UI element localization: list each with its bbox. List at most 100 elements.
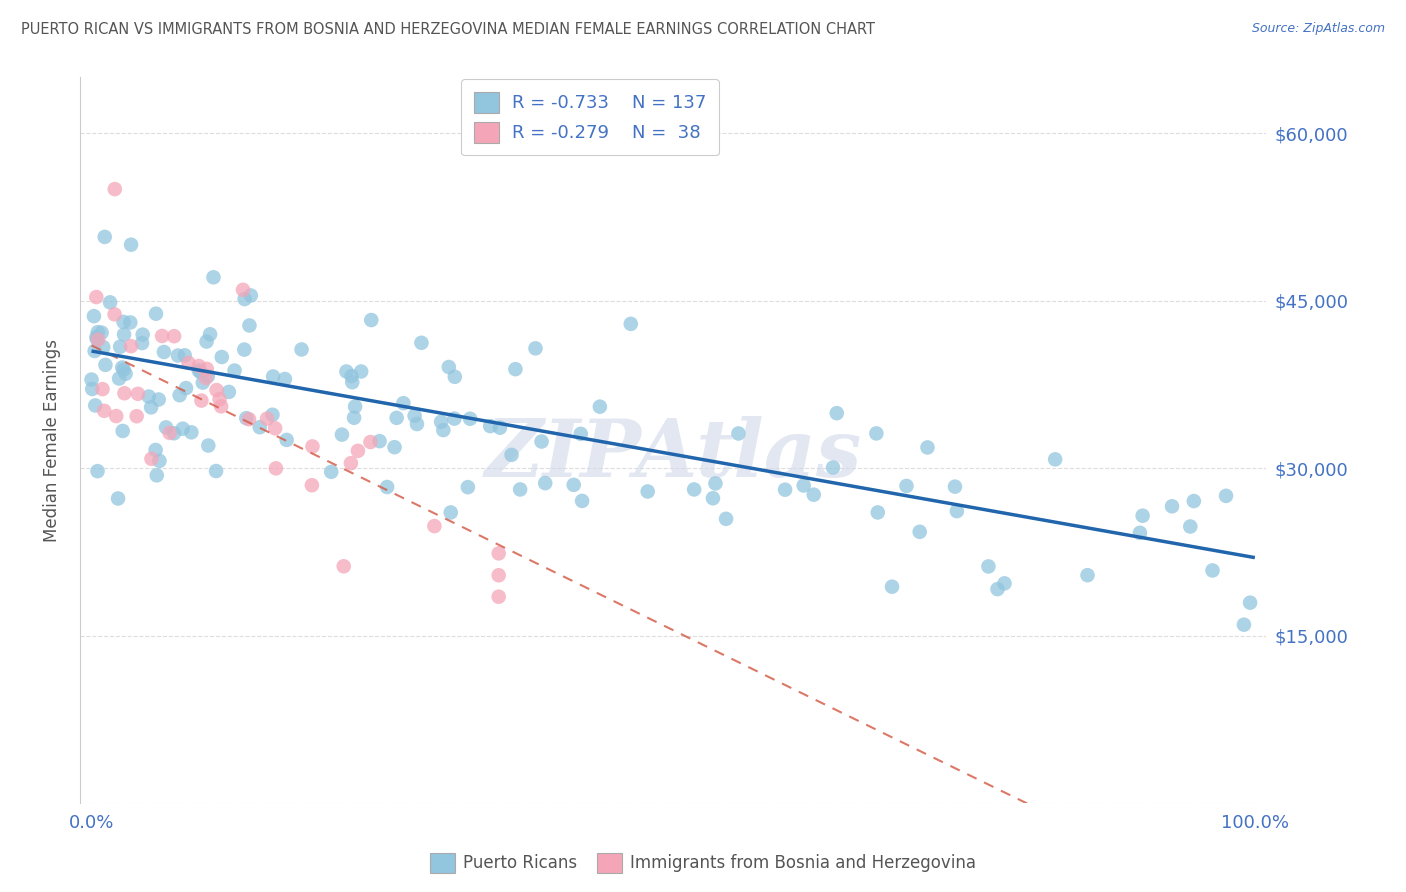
Point <box>321 465 343 479</box>
Point <box>368 434 391 449</box>
Point <box>120 339 142 353</box>
Point <box>211 350 233 364</box>
Point <box>1180 519 1202 533</box>
Point <box>458 411 481 425</box>
Point <box>432 423 454 437</box>
Point <box>637 484 659 499</box>
Point <box>86 332 108 346</box>
Point <box>406 417 429 431</box>
Point <box>194 371 217 385</box>
Point <box>169 388 191 402</box>
Point <box>714 512 737 526</box>
Point <box>148 454 170 468</box>
Point <box>120 237 142 252</box>
Point <box>1161 500 1184 514</box>
Point <box>104 182 127 196</box>
Point <box>534 476 557 491</box>
Point <box>205 383 228 397</box>
Point <box>93 230 115 244</box>
Point <box>112 362 135 376</box>
Point <box>202 270 225 285</box>
Point <box>262 408 284 422</box>
Point <box>114 367 136 381</box>
Point <box>1233 617 1256 632</box>
Point <box>866 505 889 519</box>
Point <box>343 410 366 425</box>
Point <box>501 448 523 462</box>
Point <box>131 336 153 351</box>
Point <box>704 476 727 491</box>
Point <box>977 559 1000 574</box>
Point <box>190 393 212 408</box>
Point <box>264 461 287 475</box>
Point <box>479 419 502 434</box>
Point <box>571 494 593 508</box>
Point <box>880 580 903 594</box>
Point <box>589 400 612 414</box>
Point <box>150 329 173 343</box>
Point <box>249 420 271 434</box>
Point <box>197 438 219 452</box>
Point <box>107 491 129 506</box>
Point <box>509 483 531 497</box>
Point <box>342 375 364 389</box>
Point <box>111 360 134 375</box>
Point <box>98 295 121 310</box>
Point <box>145 442 167 457</box>
Point <box>104 307 127 321</box>
Point <box>347 443 370 458</box>
Point <box>235 411 257 425</box>
Point <box>191 376 214 390</box>
Point <box>84 290 107 304</box>
Point <box>803 488 825 502</box>
Point <box>174 381 197 395</box>
Point <box>187 363 209 377</box>
Text: PUERTO RICAN VS IMMIGRANTS FROM BOSNIA AND HERZEGOVINA MEDIAN FEMALE EARNINGS CO: PUERTO RICAN VS IMMIGRANTS FROM BOSNIA A… <box>21 22 875 37</box>
Point <box>173 348 195 362</box>
Point <box>145 307 167 321</box>
Point <box>946 504 969 518</box>
Point <box>986 582 1008 596</box>
Point <box>793 478 815 492</box>
Point <box>256 411 278 425</box>
Point <box>683 483 706 497</box>
Point <box>437 359 460 374</box>
Point <box>1129 525 1152 540</box>
Point <box>943 480 966 494</box>
Point <box>125 409 148 424</box>
Point <box>82 382 104 396</box>
Point <box>344 400 367 414</box>
Point <box>1201 563 1223 577</box>
Point <box>530 434 553 449</box>
Point <box>917 441 939 455</box>
Point <box>404 409 426 423</box>
Point <box>108 371 131 385</box>
Point <box>83 309 105 323</box>
Point <box>993 576 1015 591</box>
Point <box>488 590 510 604</box>
Point <box>1132 508 1154 523</box>
Point <box>360 313 382 327</box>
Point <box>821 460 844 475</box>
Point <box>233 343 256 357</box>
Legend: R = -0.733    N = 137, R = -0.279    N =  38: R = -0.733 N = 137, R = -0.279 N = 38 <box>461 79 718 155</box>
Point <box>488 546 510 560</box>
Point <box>180 425 202 440</box>
Y-axis label: Median Female Earnings: Median Female Earnings <box>44 339 60 541</box>
Point <box>91 340 114 354</box>
Point <box>335 364 357 378</box>
Legend: Puerto Ricans, Immigrants from Bosnia and Herzegovina: Puerto Ricans, Immigrants from Bosnia an… <box>423 847 983 880</box>
Point <box>93 404 115 418</box>
Point <box>94 358 117 372</box>
Point <box>330 427 353 442</box>
Point <box>105 409 128 423</box>
Point <box>274 372 297 386</box>
Point <box>1043 452 1066 467</box>
Point <box>114 386 136 401</box>
Point <box>825 406 848 420</box>
Point <box>139 401 162 415</box>
Point <box>87 333 110 347</box>
Point <box>141 451 163 466</box>
Point <box>620 317 643 331</box>
Point <box>489 421 512 435</box>
